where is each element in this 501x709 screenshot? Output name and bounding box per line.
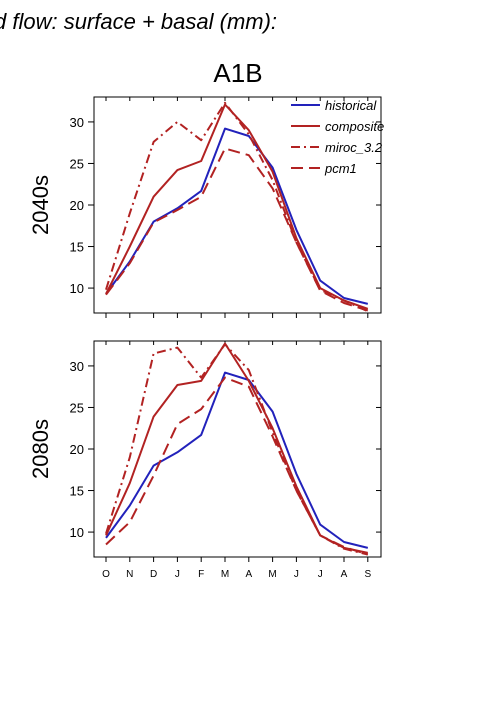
main-title: d flow: surface + basal (mm): — [0, 9, 277, 34]
row-label: 2080s — [28, 419, 53, 479]
series-line-composite — [105, 342, 369, 554]
y-tick-label: 20 — [70, 198, 84, 213]
x-tick-label: J — [175, 569, 180, 580]
series-line-historical — [105, 371, 369, 549]
panel-title: A1B — [213, 58, 262, 88]
series-line-miroc — [105, 343, 369, 556]
x-tick-label: S — [364, 569, 371, 580]
series-line-pcm1 — [105, 147, 369, 312]
x-tick-label: A — [245, 569, 252, 580]
y-tick-label: 10 — [70, 525, 84, 540]
y-tick-label: 30 — [70, 359, 84, 374]
x-tick-label: A — [341, 569, 348, 580]
y-tick-label: 15 — [70, 240, 84, 255]
x-tick-label: F — [198, 569, 204, 580]
legend-label-pcm1: pcm1 — [324, 161, 357, 176]
series-line-miroc — [105, 101, 369, 313]
x-tick-label: O — [102, 569, 110, 580]
x-tick-label: J — [318, 569, 323, 580]
y-tick-label: 20 — [70, 442, 84, 457]
panel-2040s: 10 15 20 25 30 2040s historical composite miroc_… — [28, 96, 384, 318]
y-tick-label: 10 — [70, 281, 84, 296]
x-tick-label: D — [150, 569, 157, 580]
x-tick-label: J — [294, 569, 299, 580]
x-tick-label: M — [268, 569, 276, 580]
x-tick-label: N — [126, 569, 133, 580]
y-tick-label: 30 — [70, 115, 84, 130]
y-tick-label: 25 — [70, 156, 84, 171]
y-tick-label: 25 — [70, 400, 84, 415]
plots: 10 15 20 25 30 2040s historical composite miroc_… — [28, 96, 384, 580]
legend-label-historical: historical — [325, 98, 377, 113]
series-line-composite — [105, 103, 369, 310]
series-line-pcm1 — [105, 376, 369, 556]
legend: historical composite miroc_3.2 pcm1 — [291, 98, 384, 176]
legend-label-composite: composite — [325, 119, 384, 134]
y-tick-label: 15 — [70, 484, 84, 499]
plot-frame — [93, 340, 382, 558]
legend-label-miroc: miroc_3.2 — [325, 140, 383, 155]
panel-2080s: 10 15 20 25 30 O N D J F M A M J J A S 2080s — [28, 340, 382, 580]
row-label: 2040s — [28, 175, 53, 235]
x-tick-label: M — [221, 569, 229, 580]
